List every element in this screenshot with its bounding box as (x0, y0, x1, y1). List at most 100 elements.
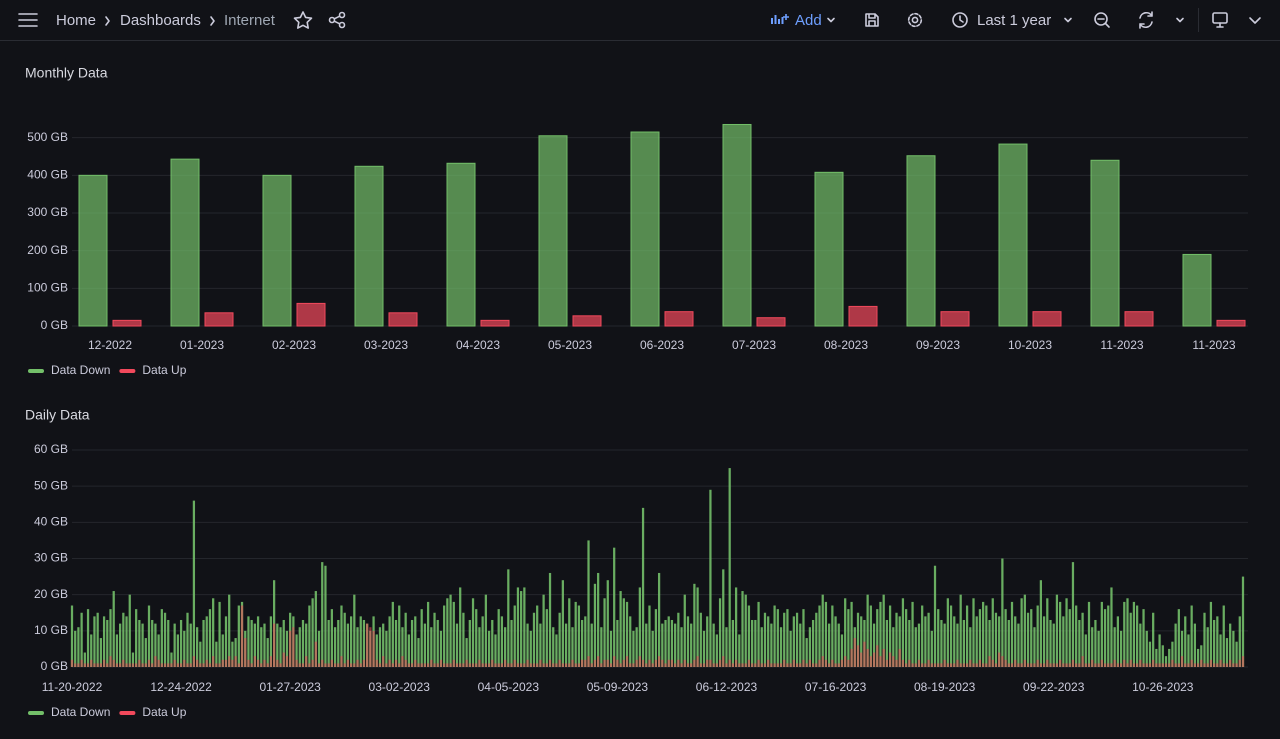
bar (538, 135, 568, 327)
bar (420, 663, 423, 667)
bar (308, 663, 311, 667)
bar (1174, 663, 1177, 667)
bar (558, 612, 561, 667)
bar (296, 302, 326, 327)
share-button[interactable] (328, 11, 346, 29)
bar (311, 659, 314, 667)
bar (167, 619, 170, 667)
bar (295, 634, 298, 667)
bar (1119, 630, 1123, 667)
bar (147, 659, 151, 667)
bar (917, 659, 921, 667)
time-range-label[interactable]: Last 1 year (977, 12, 1051, 29)
legend-label: Data Down (51, 363, 110, 377)
bar (654, 659, 658, 667)
bar (93, 663, 96, 667)
bar (314, 641, 317, 667)
bar (189, 663, 192, 667)
bar (1123, 659, 1126, 667)
breadcrumb-dashboards[interactable]: Dashboards (120, 12, 201, 29)
view-mode-button[interactable] (1212, 12, 1228, 28)
bar (725, 627, 728, 667)
clock-icon (952, 12, 968, 28)
bar (683, 594, 686, 667)
bar (972, 663, 975, 667)
bar (1164, 656, 1168, 667)
bar (231, 659, 234, 667)
bar (1142, 663, 1145, 667)
bar (385, 663, 388, 667)
legend-item: Data Down (28, 705, 110, 719)
bar (539, 659, 542, 667)
bar (311, 598, 314, 667)
x-tick-label: 10-26-2023 (1132, 680, 1194, 694)
bar (792, 659, 795, 667)
settings-button[interactable] (907, 12, 923, 28)
bar (625, 656, 629, 667)
y-tick-label: 500 GB (27, 130, 68, 144)
bar (205, 659, 208, 667)
save-button[interactable] (865, 13, 879, 27)
breadcrumb-home[interactable]: Home (56, 12, 96, 29)
bar (212, 656, 215, 667)
legend-item: Data Up (119, 363, 187, 377)
add-label[interactable]: Add (795, 12, 822, 29)
legend-item: Data Up (119, 705, 187, 719)
bar (414, 616, 417, 667)
bar (455, 623, 459, 667)
bar (622, 659, 625, 667)
bar (529, 663, 532, 667)
bar (484, 663, 487, 667)
zoom-out-button[interactable] (1094, 12, 1110, 28)
bar (776, 609, 779, 667)
bar (1091, 659, 1094, 667)
bar (391, 601, 394, 667)
bar (480, 319, 510, 327)
bar (590, 623, 593, 667)
bar (1229, 623, 1232, 667)
bar (876, 609, 879, 667)
bar (770, 623, 773, 667)
refresh-button[interactable] (1139, 11, 1153, 29)
bar (119, 623, 122, 667)
bar (394, 619, 398, 667)
bar (1180, 656, 1184, 667)
star-button[interactable] (293, 11, 313, 29)
bar (112, 591, 115, 667)
add-button[interactable]: Add (771, 12, 835, 29)
bar (1030, 609, 1033, 667)
refresh-interval-chevron[interactable] (1176, 17, 1184, 23)
bar (898, 616, 901, 667)
bar (802, 609, 805, 667)
bar (892, 627, 895, 667)
bar (991, 659, 994, 667)
bar (391, 663, 394, 667)
menu-button[interactable] (18, 13, 38, 27)
collapse-chevron[interactable] (1249, 17, 1261, 24)
bar (202, 663, 205, 667)
bar (744, 594, 747, 667)
bar (256, 616, 260, 667)
time-picker[interactable]: Last 1 year (952, 12, 1072, 29)
bar (333, 627, 337, 667)
bar (74, 630, 77, 667)
bar (308, 605, 311, 667)
bar (1010, 601, 1014, 667)
x-tick-label: 12-2022 (88, 338, 132, 352)
bar (452, 601, 455, 667)
bar (949, 605, 953, 667)
bar (276, 623, 279, 667)
bar (564, 623, 568, 667)
bar (754, 619, 757, 667)
bar (776, 663, 779, 667)
bar (982, 601, 985, 667)
bar (741, 663, 744, 667)
bar (195, 627, 199, 667)
bar (1184, 663, 1187, 667)
bar (510, 619, 513, 667)
bar (885, 619, 889, 667)
bar (706, 659, 709, 667)
bar (661, 623, 664, 667)
bar (247, 616, 250, 667)
bar (1081, 612, 1084, 667)
